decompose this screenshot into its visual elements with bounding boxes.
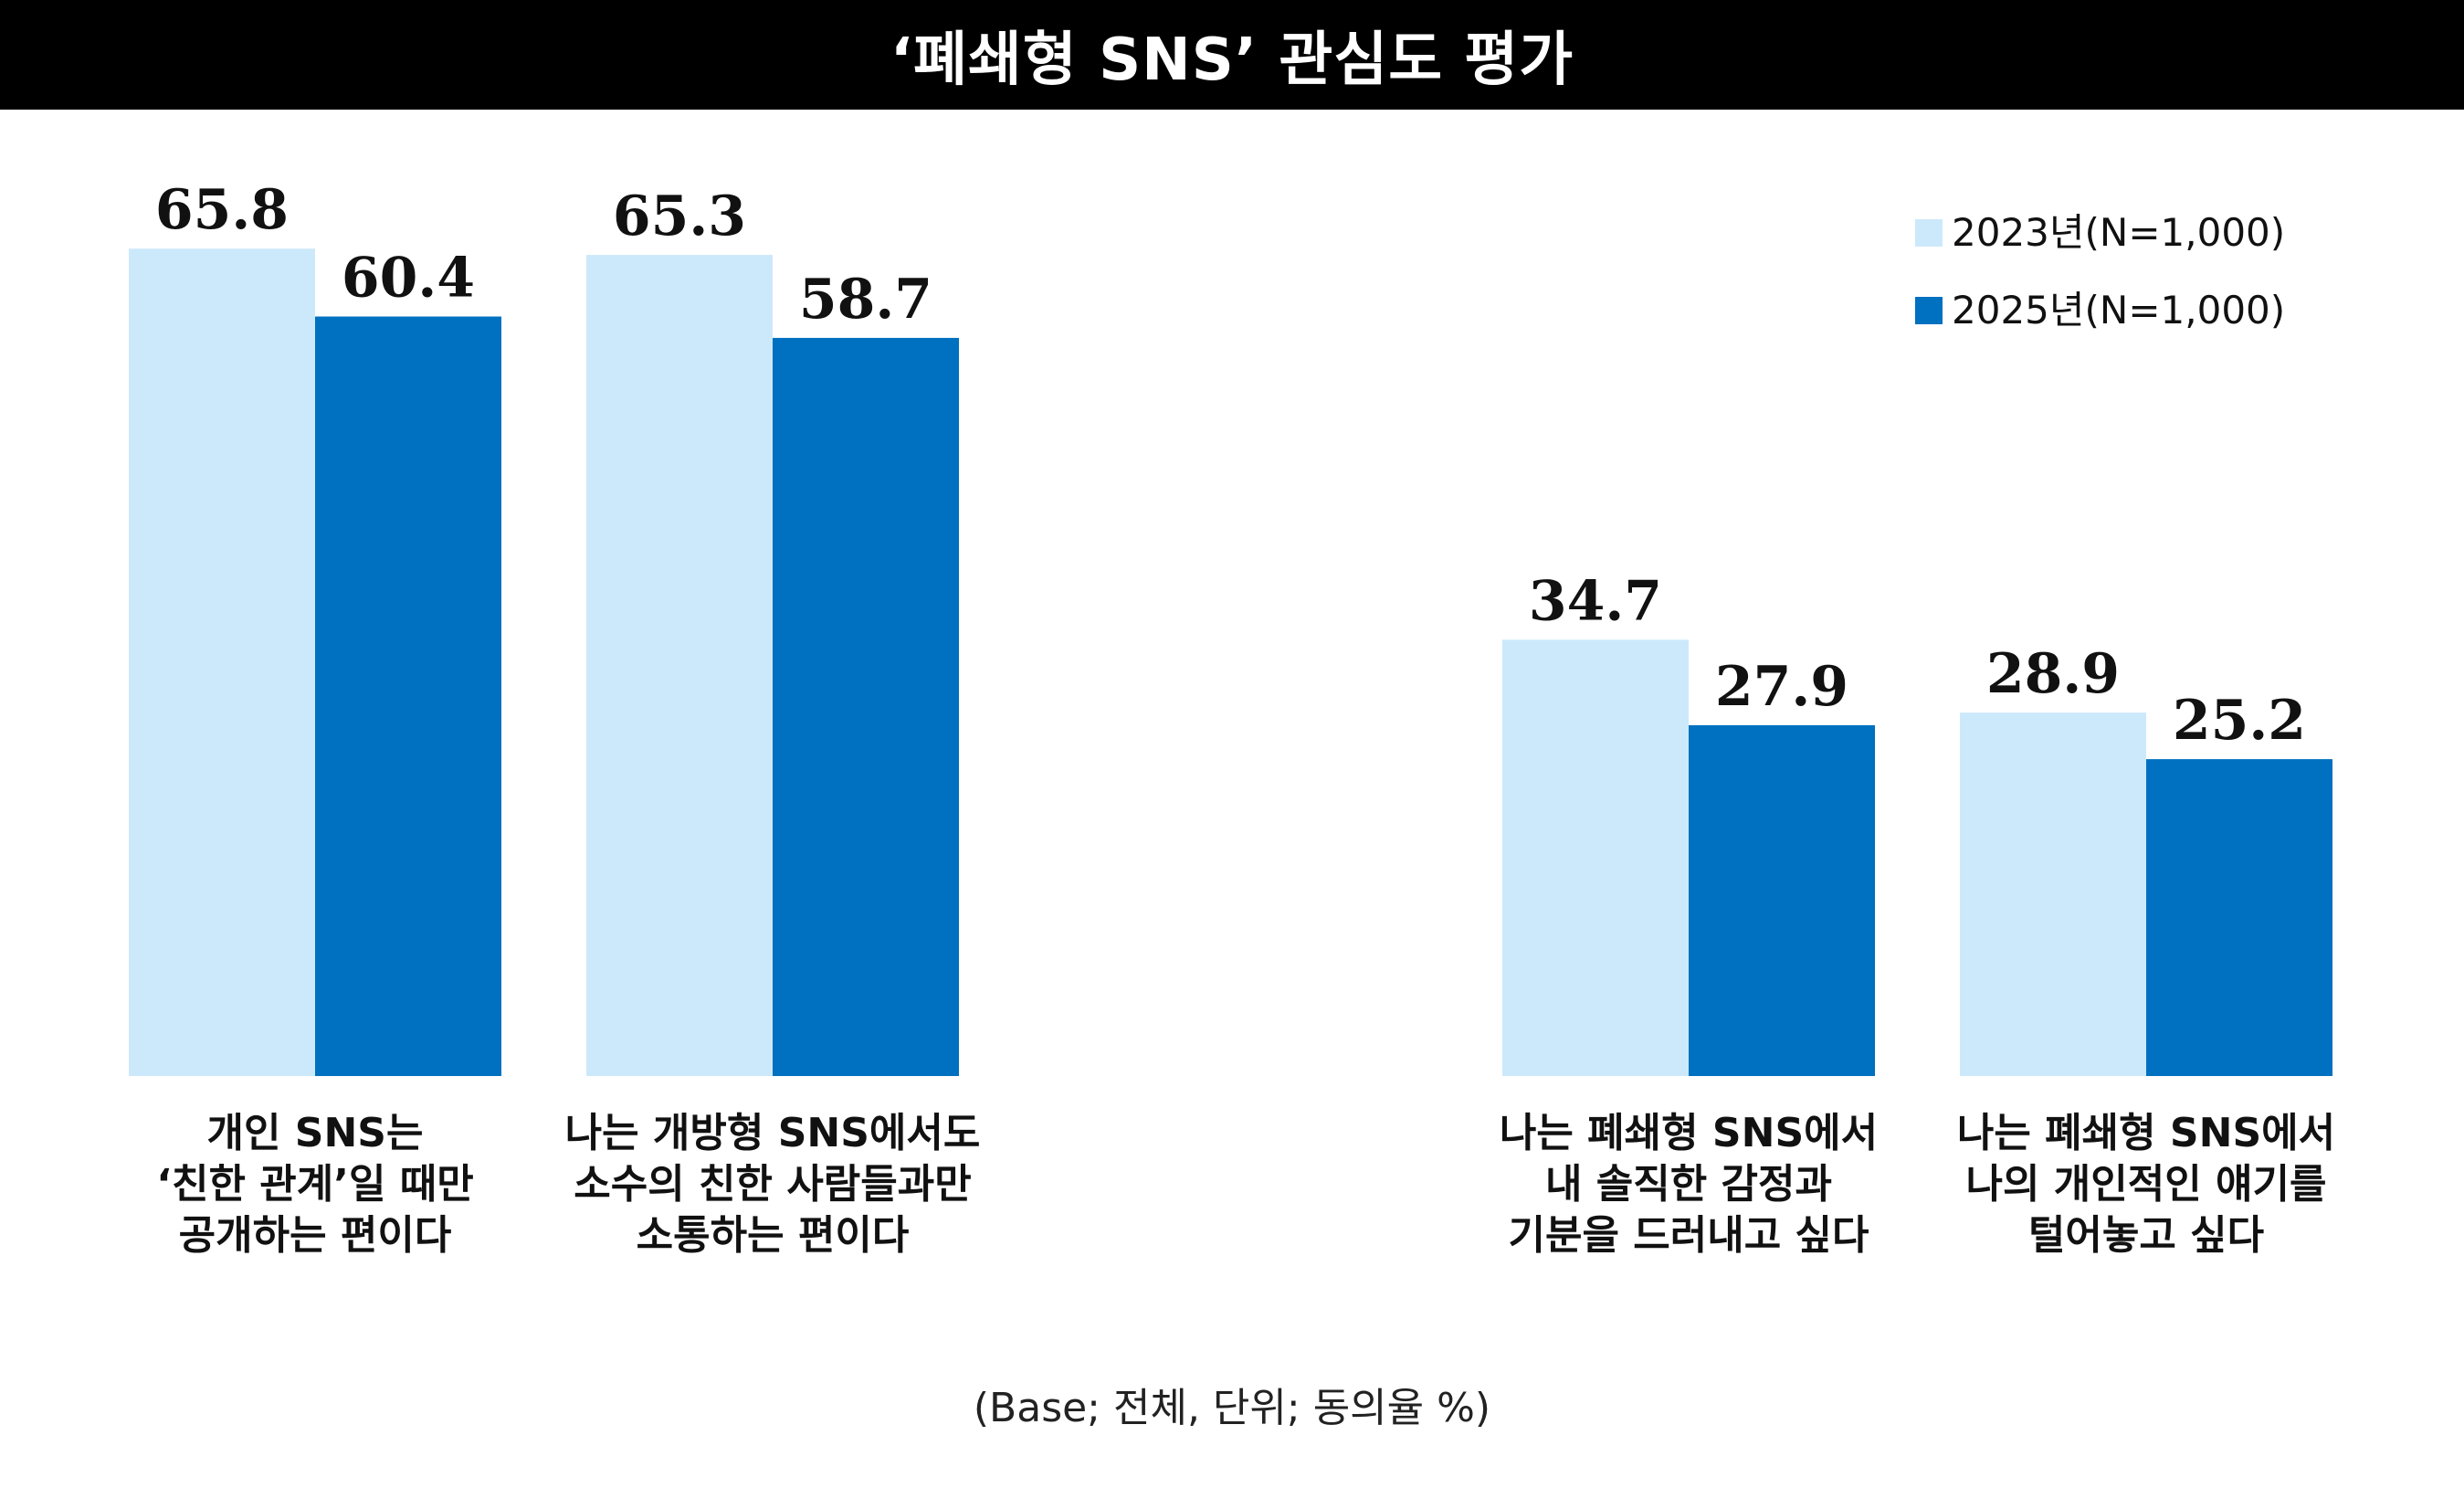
- bar-2025-cat1: [315, 316, 501, 1076]
- category-label-line: 나의 개인적인 얘기를: [1966, 1161, 2327, 1208]
- category-label-line: 나는 개방형 SNS에서도: [565, 1110, 981, 1156]
- category-label-line: ‘친한 관계’일 때만: [156, 1161, 473, 1208]
- category-label-line: 소통하는 편이다: [637, 1212, 910, 1259]
- bar-2023-cat3: [1502, 639, 1689, 1076]
- bar-2023-cat4: [1960, 712, 2146, 1076]
- legend-label: 2025년(N=1,000): [1952, 288, 2285, 332]
- legend-swatch: [1915, 219, 1943, 247]
- category-label-line: 기분을 드러내고 싶다: [1509, 1212, 1869, 1259]
- value-label: 65.3: [613, 185, 746, 248]
- value-label: 65.8: [155, 178, 289, 242]
- value-label: 58.7: [799, 268, 932, 332]
- bar-2025-cat3: [1689, 724, 1875, 1076]
- legend: 2023년(N=1,000) 2025년(N=1,000): [1915, 210, 2285, 332]
- bar-2025-cat2: [773, 337, 959, 1076]
- category-label-line: 내 솔직한 감정과: [1545, 1161, 1832, 1208]
- bar-2023-cat1: [129, 248, 315, 1076]
- value-label: 34.7: [1529, 569, 1662, 633]
- footnote: (Base; 전체, 단위; 동의율 %): [973, 1385, 1491, 1431]
- category-label-line: 개인 SNS는: [207, 1110, 424, 1156]
- legend-swatch: [1915, 297, 1943, 324]
- chart-title: ‘폐쇄형 SNS’ 관심도 평가: [890, 26, 1574, 94]
- bar-2023-cat2: [586, 255, 773, 1076]
- category-label-line: 털어놓고 싶다: [2028, 1212, 2264, 1259]
- category-label-line: 공개하는 편이다: [179, 1212, 452, 1259]
- legend-label: 2023년(N=1,000): [1952, 210, 2285, 255]
- title-bar: ‘폐쇄형 SNS’ 관심도 평가: [0, 0, 2464, 110]
- bars-group: [129, 248, 2332, 1076]
- value-label: 25.2: [2173, 689, 2306, 753]
- value-label: 27.9: [1715, 655, 1848, 719]
- bar-2025-cat4: [2146, 759, 2332, 1076]
- category-label-line: 소수의 친한 사람들과만: [574, 1161, 971, 1208]
- category-label-line: 나는 폐쇄형 SNS에서: [1500, 1110, 1878, 1156]
- value-labels-group: 65.8 60.4 65.3 58.7 34.7 27.9 28.9 25.2: [155, 178, 2306, 753]
- value-label: 28.9: [1986, 642, 2120, 706]
- category-label-line: 나는 폐쇄형 SNS에서: [1957, 1110, 2335, 1156]
- value-label: 60.4: [342, 247, 475, 311]
